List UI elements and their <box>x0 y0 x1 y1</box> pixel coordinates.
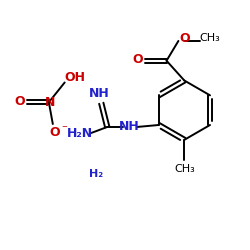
Text: NH: NH <box>118 120 139 134</box>
Text: CH₃: CH₃ <box>200 33 220 43</box>
Text: O: O <box>15 95 26 108</box>
Text: H₂: H₂ <box>89 170 104 179</box>
Text: O: O <box>132 53 143 66</box>
Text: CH₃: CH₃ <box>174 164 195 173</box>
Text: O: O <box>50 126 60 140</box>
Text: OH: OH <box>64 71 85 84</box>
Text: NH: NH <box>89 87 110 100</box>
Text: ⁻: ⁻ <box>61 124 67 134</box>
Text: N: N <box>45 96 55 109</box>
Text: H₂N: H₂N <box>66 128 92 140</box>
Text: O: O <box>179 32 190 46</box>
